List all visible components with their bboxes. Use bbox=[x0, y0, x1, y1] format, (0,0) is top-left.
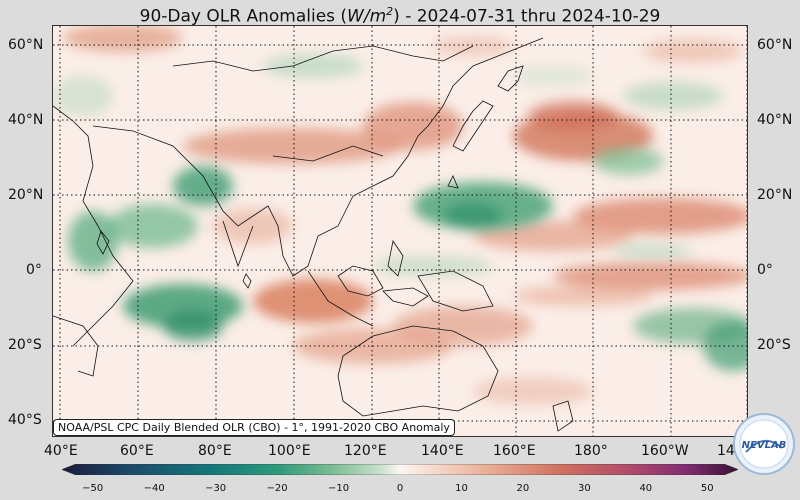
lon-label: 14 bbox=[717, 443, 735, 459]
lat-label-left: 60°N bbox=[8, 37, 44, 53]
logo-text: NEVLAB bbox=[742, 440, 787, 451]
lon-label: 80°E bbox=[198, 443, 232, 459]
lon-label: 160°E bbox=[493, 443, 536, 459]
positive-anomalies bbox=[63, 26, 747, 405]
anomaly-field bbox=[53, 26, 747, 436]
lat-label-right: 0° bbox=[757, 262, 773, 278]
title-units: W/m bbox=[347, 6, 387, 27]
lat-label-left: 40°N bbox=[8, 112, 44, 128]
colorbar-tick-label: 50 bbox=[700, 483, 714, 494]
colorbar-tick-label: 40 bbox=[639, 483, 653, 494]
olr-anomaly-map bbox=[52, 25, 748, 437]
colorbar-tick-label: −40 bbox=[143, 483, 165, 494]
lon-label: 160°W bbox=[641, 443, 689, 459]
lon-label: 180° bbox=[574, 443, 608, 459]
colorbar-tick-label: 30 bbox=[577, 483, 591, 494]
colorbar-tick-label: 10 bbox=[455, 483, 468, 494]
lon-label: 120°E bbox=[344, 443, 387, 459]
lon-label: 140°E bbox=[421, 443, 464, 459]
coastlines bbox=[53, 37, 574, 432]
lat-label-right: 20°S bbox=[757, 337, 791, 353]
negative-anomalies bbox=[53, 54, 747, 371]
lon-label: 100°E bbox=[268, 443, 311, 459]
colorbar-tick-label: −20 bbox=[266, 483, 288, 494]
nevlab-logo: NEVLAB bbox=[733, 413, 795, 475]
lat-label-left: 20°N bbox=[8, 187, 44, 203]
colorbar-tick-label: −50 bbox=[82, 483, 104, 494]
lat-label-right: 60°N bbox=[757, 37, 793, 53]
colorbar-tick-label: 20 bbox=[516, 483, 530, 494]
map-title: 90-Day OLR Anomalies (W/m2) - 2024-07-31… bbox=[0, 0, 800, 29]
title-prefix: 90-Day OLR Anomalies ( bbox=[139, 6, 348, 27]
lat-label-left: 0° bbox=[26, 262, 42, 278]
lon-label: 60°E bbox=[120, 443, 154, 459]
lon-label: 40°E bbox=[44, 443, 78, 459]
colorbar-tick-label: 0 bbox=[396, 483, 404, 494]
title-exponent: 2 bbox=[386, 5, 394, 18]
title-date-range: ) - 2024-07-31 thru 2024-10-29 bbox=[393, 6, 661, 27]
colorbar-tick-label: −30 bbox=[205, 483, 227, 494]
colorbar-tick-label: −10 bbox=[327, 483, 350, 494]
data-source-note: NOAA/PSL CPC Daily Blended OLR (CBO) - 1… bbox=[53, 419, 455, 436]
lat-label-right: 40°N bbox=[757, 112, 793, 128]
colorbar bbox=[62, 464, 738, 475]
lat-label-right: 20°N bbox=[757, 187, 793, 203]
lat-label-left: 20°S bbox=[8, 337, 42, 353]
lat-label-left: 40°S bbox=[8, 412, 42, 428]
